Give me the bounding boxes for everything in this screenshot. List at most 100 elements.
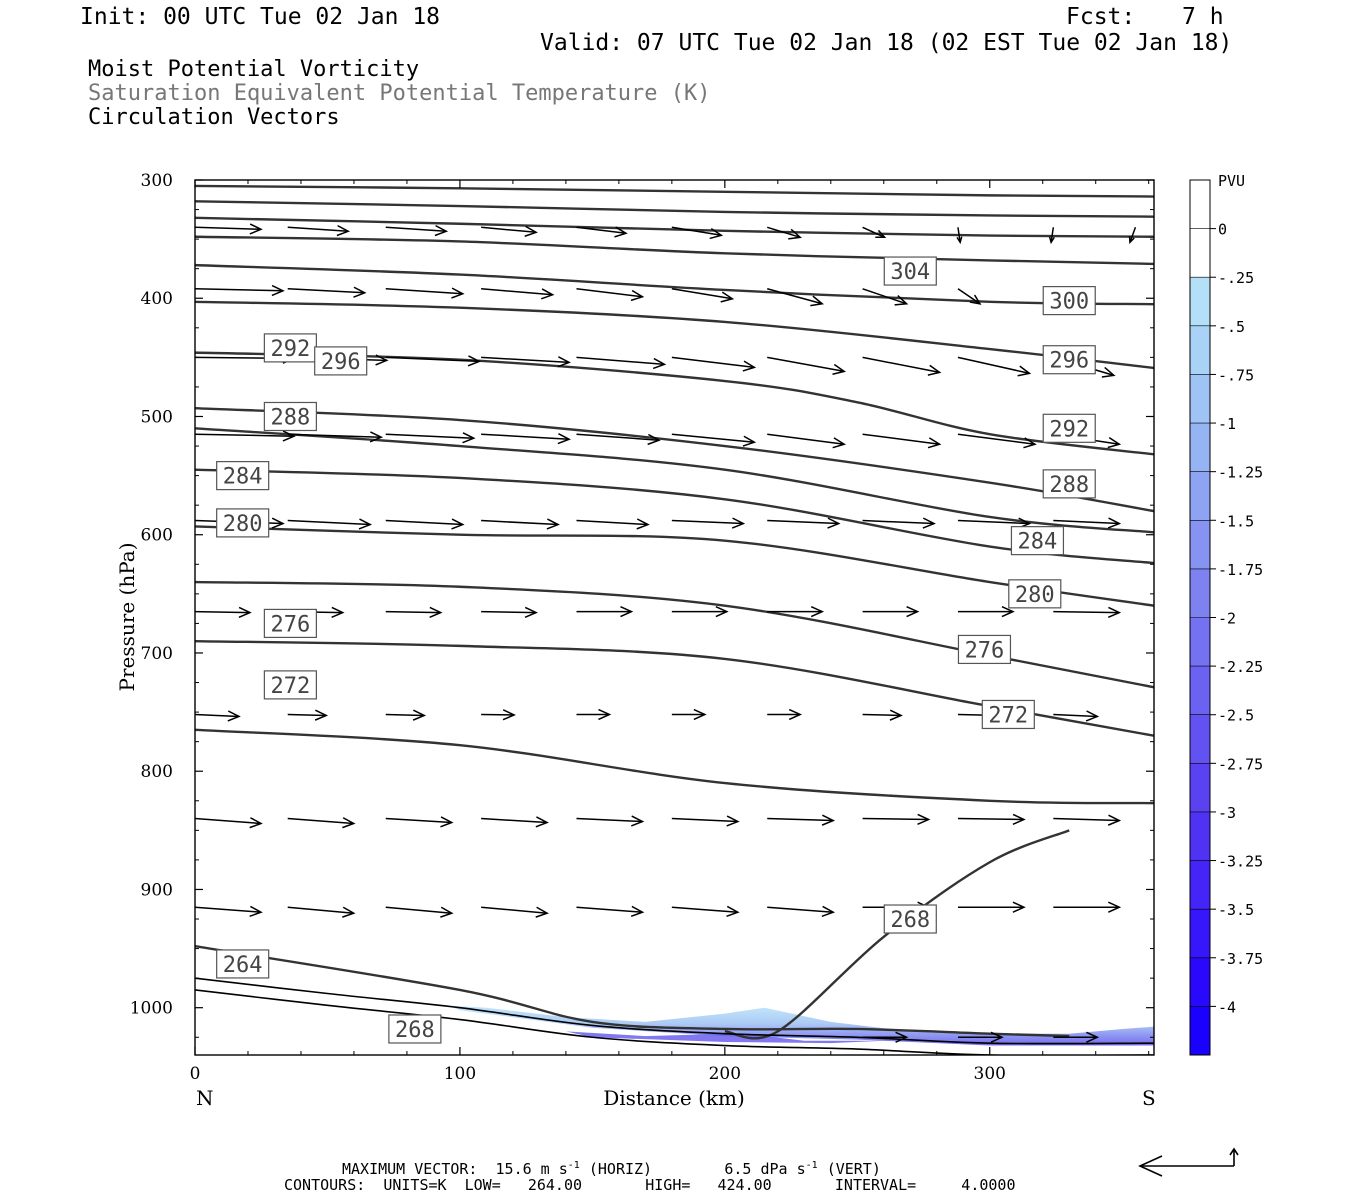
vector-head [1001,605,1015,618]
vector-shaft [767,356,845,373]
vector-head [810,295,824,307]
vert-tag: (VERT) [826,1160,881,1178]
circulation-vector [957,433,1037,449]
vector-head [990,1031,1004,1043]
circulation-vector [576,815,645,827]
circulation-vector [671,815,740,827]
contour-label-1: 268 [388,1014,442,1044]
vector-head [927,364,942,376]
contour-label-text: 300 [1049,290,1089,315]
colorbar-label-9: -2.25 [1218,658,1263,676]
circulation-vector [287,906,356,918]
vector-head [1017,365,1032,377]
vector-head [1085,710,1100,722]
contour-label-17: 300 [1042,286,1096,316]
vector-head [249,905,263,918]
vector-head [1023,437,1037,449]
vector-shaft [481,519,559,526]
surface-line [195,977,1154,1045]
vector-head [440,906,454,918]
colorbar-swatch-10 [1190,666,1210,716]
vector-head [788,708,803,721]
axes: 300 400 500 600 700 800 900 1000 0 100 200 300 [130,171,1154,1084]
contour-label-box [1010,526,1065,556]
contour-label-text: 280 [1015,583,1055,608]
vector-shaft [385,288,463,295]
vector-shaft [287,226,349,233]
vector-head [238,606,252,619]
vector-head [271,284,285,297]
pv-strong-negative-area [565,1031,884,1044]
colorbar-label-5: -1.25 [1218,464,1263,482]
contour-label-15: 296 [314,346,368,376]
x-tick-label-3: 300 [974,1064,1006,1084]
vector-shaft [957,356,1030,375]
y-axis-title: Pressure (hPa) [115,543,139,692]
vector-head [726,905,740,918]
vector-shaft [671,906,738,913]
circulation-vector [862,288,909,306]
vector-head [598,708,612,721]
vector-head [1048,236,1055,245]
x-tick-label-1: 100 [444,1064,476,1084]
vector-head [821,905,836,918]
circulation-vector [195,284,285,297]
vector-head [1107,517,1122,529]
circulation-vector [576,226,628,238]
vector-shaft [385,713,425,717]
theta-e-contour-4 [195,263,1154,306]
circulation-vector [576,905,645,918]
vector-shaft [195,433,295,437]
y-tick-label-5: 800 [141,762,173,782]
vector-shaft [862,288,907,305]
theta-e-contour-5 [195,300,1154,370]
circulation-vector [481,816,549,828]
vector-head [652,357,667,370]
circulation-vector [195,430,296,442]
vector-head [715,605,729,618]
vector-head [889,709,903,721]
contour-label-text: 276 [965,638,1005,663]
vector-head [331,606,345,619]
colorbar-swatch-12 [1190,763,1210,813]
vector-head [630,289,645,302]
contour-label-4: 272 [981,699,1035,730]
contour-label-text: 268 [395,1018,435,1043]
colorbar-label-3: -.75 [1218,366,1254,384]
vector-head [742,360,757,372]
circulation-vector [1053,1031,1100,1043]
colorbar-label-16: -4 [1218,998,1236,1016]
vector-shaft [287,433,382,438]
colorbar-label-11: -2.75 [1218,755,1263,773]
circulation-vector [862,517,936,529]
y-tick-label-3: 600 [141,526,173,546]
theta-e-contour-1 [195,200,1154,218]
vector-head [271,517,285,529]
theta-e-contour-8 [195,427,1154,534]
circulation-vector [385,906,454,918]
colorbar-swatch-1 [1190,228,1210,278]
theta-e-contour-9 [195,468,1154,565]
contour-label-box [314,346,368,376]
circulation-vector [671,356,757,372]
colorbar-swatch-6 [1190,471,1210,521]
colorbar-swatch-3 [1190,325,1210,375]
circulation-vector [957,605,1015,618]
vector-head [342,817,356,829]
circulation-vector [957,1031,1004,1043]
theta-e-contour-6 [195,351,1154,456]
vector-shaft [576,817,643,823]
circulation-vector [671,433,757,447]
vector-head [636,518,650,530]
circulation-vector [385,816,454,828]
y-tick-label-4: 700 [141,644,173,664]
vector-shaft [576,906,643,913]
x-tick-label-2: 200 [709,1064,741,1084]
contour-label-text: 280 [223,512,263,537]
vector-shaft [287,713,327,717]
contour-label-0: 264 [216,949,270,979]
vector-head [462,432,476,444]
contour-label-box [1042,286,1096,316]
contour-label-text: 284 [1018,530,1058,555]
circulation-vector [862,433,942,449]
